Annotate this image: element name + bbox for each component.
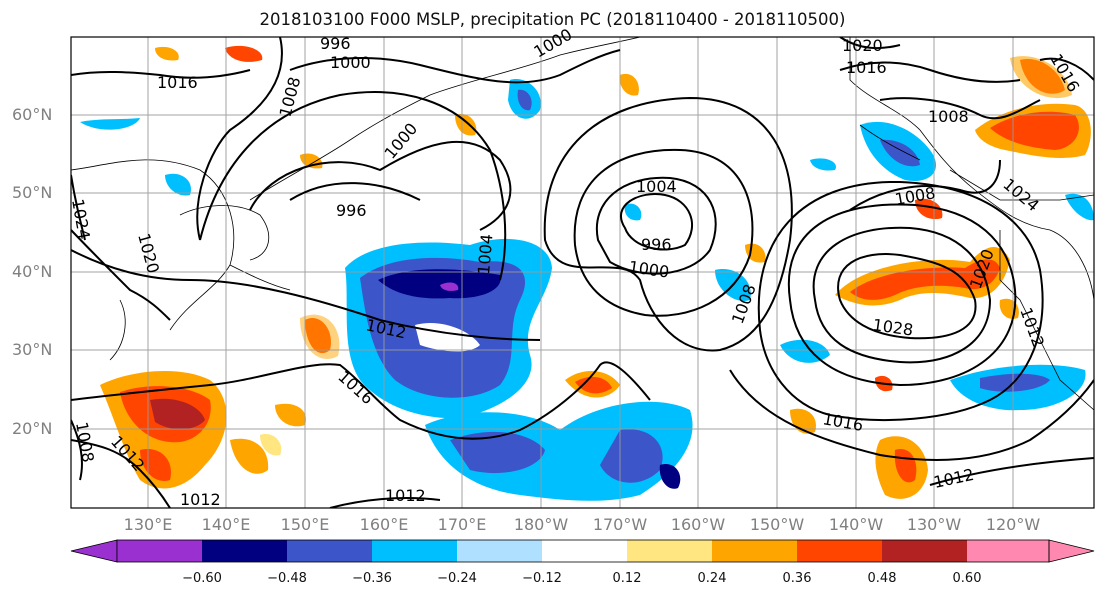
lon-label: 150°E (280, 515, 330, 534)
lat-label-40n: 40°N (12, 262, 53, 281)
lon-label: 130°W (906, 515, 962, 534)
lon-label: 160°E (359, 515, 409, 534)
isobar-1012-s (329, 496, 441, 508)
colorbar (70, 539, 1095, 563)
isobar-label: 996 (336, 201, 367, 220)
isobar-1020-h (787, 203, 1017, 387)
isobar-1000-nw-a (249, 140, 512, 231)
colorbar-bin (882, 540, 967, 562)
colorbar-tick-label: −0.24 (437, 571, 477, 586)
lon-label: 160°W (670, 515, 726, 534)
colorbar-bin (627, 540, 712, 562)
colorbar-tick-label: −0.60 (182, 571, 222, 586)
lon-label: 150°W (749, 515, 805, 534)
lon-label: 140°W (828, 515, 884, 534)
lon-label: 170°E (437, 515, 487, 534)
colorbar-bin (967, 540, 1049, 562)
colorbar-tick-label: −0.36 (352, 571, 392, 586)
isobar-996-nw (289, 182, 421, 201)
colorbar-bin (712, 540, 797, 562)
lat-label-60n: 60°N (12, 105, 53, 124)
lat-label-50n: 50°N (12, 183, 53, 202)
negative-precip-shading (80, 79, 1094, 501)
isobar-1012-h (729, 369, 1094, 461)
isobar-1016-nee (1039, 57, 1094, 81)
colorbar-bin (287, 540, 372, 562)
isobar-1020-w (71, 229, 171, 321)
isobar-1016-ne (839, 61, 1021, 83)
colorbar-bin (457, 540, 542, 562)
lon-label: 120°W (985, 515, 1041, 534)
colorbar-tick-label: −0.48 (267, 571, 307, 586)
isobar-label: 1012 (180, 490, 221, 509)
isobar-1012-se (929, 457, 1094, 486)
isobar-1012-sw (71, 439, 171, 508)
isobar-1000-low (595, 176, 717, 275)
isobar-1008-sw (71, 419, 83, 481)
isobar-label: 1020 (842, 36, 883, 55)
isobar-label: 996 (320, 34, 351, 53)
isobar-1012-c (71, 249, 541, 341)
isobar-1024-h (812, 226, 992, 364)
colorbar-tick-label: 0.24 (697, 571, 727, 586)
isobar-1008-ak (849, 159, 1001, 211)
colorbar-tick-label: 0.36 (782, 571, 812, 586)
colorbar-tick-label: 0.12 (612, 571, 642, 586)
lon-label: 180°W (513, 515, 569, 534)
lat-label-30n: 30°N (12, 340, 53, 359)
isobar-1020-ne (839, 37, 901, 50)
colorbar-tick-label: 0.48 (867, 571, 897, 586)
colorbar-frame (116, 539, 1050, 563)
colorbar-bin (542, 540, 627, 562)
colorbar-extend-high (1048, 539, 1095, 563)
lon-label: 140°E (201, 515, 251, 534)
isobar-1008-ne (879, 97, 1041, 120)
lon-label: 170°W (592, 515, 648, 534)
mslp-isobars (71, 37, 1094, 508)
isobar-1024-w (71, 174, 86, 241)
colorbar-tick-label: 0.60 (952, 571, 982, 586)
isobar-1016-nw (71, 69, 251, 79)
map-title: 2018103100 F000 MSLP, precipitation PC (… (259, 10, 846, 29)
isobar-1008-nw (196, 37, 283, 241)
map-frame (70, 36, 1095, 509)
isobar-label: 1004 (474, 233, 496, 275)
isobar-label: 996 (641, 235, 672, 254)
positive-precip-shading (100, 45, 1091, 499)
isobar-1000-n (289, 49, 621, 84)
isobar-1008-c (543, 96, 793, 352)
colorbar-extend-low (70, 539, 118, 563)
isobar-label: 1000 (330, 53, 371, 72)
lon-label: 130°E (123, 515, 173, 534)
isobar-label: 1004 (636, 177, 677, 196)
isobar-label: 1008 (928, 107, 969, 126)
isobar-1016-h (757, 180, 1044, 421)
lat-label-20n: 20°N (12, 419, 53, 438)
colorbar-bin (117, 540, 202, 562)
colorbar-bin (202, 540, 287, 562)
colorbar-bin (797, 540, 882, 562)
colorbar-tick-label: −0.12 (522, 571, 562, 586)
isobar-1016-c (71, 361, 651, 440)
isobar-1028-h (837, 253, 977, 340)
colorbar-bin (372, 540, 457, 562)
coastlines (71, 37, 1094, 411)
isobar-label: 1012 (385, 486, 426, 505)
isobar-label: 1016 (157, 73, 198, 92)
isobar-1004-low (573, 148, 754, 317)
isobar-label: 1016 (846, 58, 887, 77)
isobar-1004-nw (199, 91, 507, 281)
isobar-996-low (620, 193, 694, 251)
